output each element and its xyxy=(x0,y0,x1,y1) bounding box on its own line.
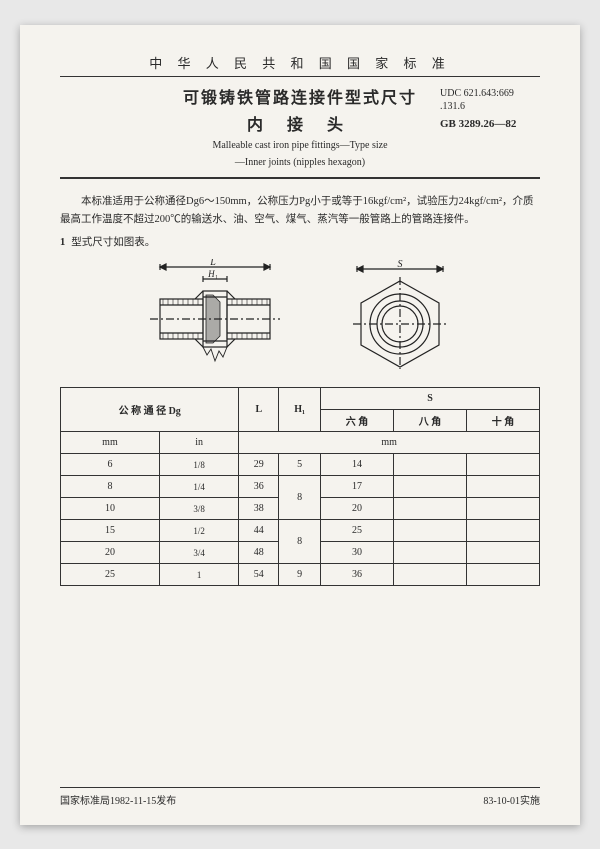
table-row: 81/436817 xyxy=(61,476,540,498)
title-block: 可锻铸铁管路连接件型式尺寸 内 接 头 Malleable cast iron … xyxy=(60,87,540,169)
body-paragraph: 本标准适用于公称通径Dg6～150mm，公称压力Pg小于或等于16kgf/cm²… xyxy=(60,193,540,231)
unit-mm: mm xyxy=(61,432,160,454)
side-view-diagram: L H₁ xyxy=(135,259,295,369)
dimension-table: 公 称 通 径 Dg L H₁ S 六 角 八 角 十 角 mm in mm 6… xyxy=(60,387,540,586)
divider-thick xyxy=(60,177,540,179)
col-hex: 六 角 xyxy=(321,410,394,432)
title-english-2: —Inner joints (nipples hexagon) xyxy=(160,156,440,169)
footer-left: 国家标准局1982-11-15发布 xyxy=(60,792,176,807)
section-heading: 1型式尺寸如图表。 xyxy=(60,234,540,249)
front-view-diagram: S xyxy=(335,259,465,369)
footer: 国家标准局1982-11-15发布 83-10-01实施 xyxy=(60,787,540,807)
table-row: 61/829514 xyxy=(61,454,540,476)
udc-line1: UDC 621.643:669 xyxy=(440,87,540,100)
svg-text:H₁: H₁ xyxy=(207,269,218,279)
table-row: 151/244825 xyxy=(61,520,540,542)
unit-in: in xyxy=(159,432,238,454)
divider xyxy=(60,76,540,77)
col-dg: 公 称 通 径 Dg xyxy=(61,388,239,432)
document-page: 中 华 人 民 共 和 国 国 家 标 准 可锻铸铁管路连接件型式尺寸 内 接 … xyxy=(20,25,580,825)
unit-mm-body: mm xyxy=(239,432,540,454)
diagram-row: L H₁ xyxy=(60,259,540,369)
gb-number: GB 3289.26—82 xyxy=(440,117,540,131)
svg-text:L: L xyxy=(209,259,216,268)
col-oct: 八 角 xyxy=(394,410,467,432)
title-chinese: 可锻铸铁管路连接件型式尺寸 xyxy=(160,87,440,111)
col-s: S xyxy=(321,388,540,410)
udc-line2: .131.6 xyxy=(440,100,540,113)
col-h1: H₁ xyxy=(279,388,321,432)
footer-right: 83-10-01实施 xyxy=(483,792,540,807)
title-english-1: Malleable cast iron pipe fittings—Type s… xyxy=(160,139,440,152)
col-dec: 十 角 xyxy=(467,410,540,432)
col-l: L xyxy=(239,388,279,432)
country-header: 中 华 人 民 共 和 国 国 家 标 准 xyxy=(60,53,540,72)
udc-block: UDC 621.643:669 .131.6 GB 3289.26—82 xyxy=(440,87,540,131)
svg-text:S: S xyxy=(398,259,403,270)
table-row: 25154936 xyxy=(61,564,540,586)
title-subtitle: 内 接 头 xyxy=(160,111,440,135)
